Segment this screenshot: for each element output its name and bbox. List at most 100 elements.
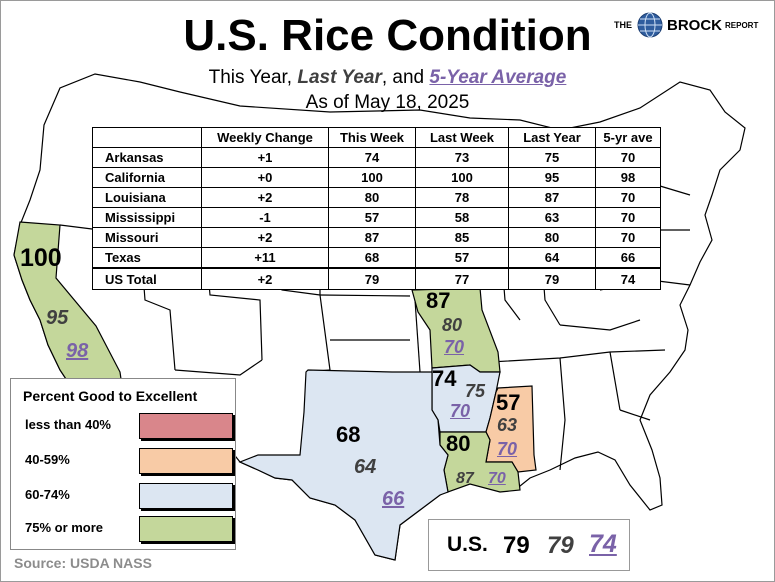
table-cell: 87 (328, 227, 416, 248)
table-cell: +2 (201, 187, 329, 208)
table-row: Mississippi -1 57 58 63 70 (92, 207, 661, 228)
logo-brock: BROCK (667, 16, 722, 34)
texas-avg: 66 (382, 488, 405, 510)
missouri-avg: 70 (444, 337, 465, 357)
table-row: Arkansas +1 74 73 75 70 (92, 147, 661, 168)
table-cell: 95 (508, 167, 596, 188)
table-header: This Week (328, 127, 416, 148)
arkansas-this-year: 74 (432, 366, 457, 391)
louisiana-avg: 70 (488, 470, 506, 487)
source-note: Source: USDA NASS (14, 555, 152, 571)
table-cell: +2 (201, 267, 329, 290)
us-label: U.S. (447, 533, 488, 556)
globe-icon (637, 12, 663, 38)
table-cell: 58 (415, 207, 509, 228)
louisiana-this-year: 80 (446, 431, 471, 456)
table-cell: 74 (328, 147, 416, 168)
logo-report: REPORT (725, 20, 759, 30)
brock-report-logo: THE BROCK REPORT (614, 9, 758, 41)
table-cell: 74 (595, 267, 661, 290)
legend-label: 60-74% (25, 487, 70, 502)
louisiana-last-year: 87 (456, 470, 474, 487)
table-cell: Louisiana (92, 187, 202, 208)
table-cell: +11 (201, 247, 329, 269)
california-this-year: 100 (20, 244, 62, 272)
table-cell: 77 (415, 267, 509, 290)
subtitle-last-year: Last Year (297, 67, 382, 88)
table-cell: 68 (328, 247, 416, 269)
legend-label: 40-59% (25, 452, 70, 467)
table-row: Missouri +2 87 85 80 70 (92, 227, 661, 248)
subtitle-prefix: This Year, (208, 67, 298, 88)
texas-region (238, 369, 449, 561)
table-cell: 57 (328, 207, 416, 228)
table-cell: 63 (508, 207, 596, 228)
table-cell: 79 (508, 267, 596, 290)
legend-swatch-lt40 (139, 413, 233, 439)
table-cell: 73 (415, 147, 509, 168)
condition-table: Weekly Change This Week Last Week Last Y… (92, 127, 661, 290)
table-header: Last Week (415, 127, 509, 148)
legend-title: Percent Good to Excellent (23, 388, 198, 404)
california-last-year: 95 (46, 307, 69, 329)
table-cell: 70 (595, 187, 661, 208)
legend: Percent Good to Excellent less than 40% … (10, 378, 236, 550)
table-cell: 85 (415, 227, 509, 248)
us-summary-box: U.S. 79 79 74 (428, 519, 630, 571)
legend-swatch-40-59 (139, 448, 233, 474)
arkansas-last-year: 75 (465, 381, 486, 401)
table-cell: 98 (595, 167, 661, 188)
arkansas-avg: 70 (450, 401, 471, 421)
table-cell: +0 (201, 167, 329, 188)
table-cell: 70 (595, 227, 661, 248)
table-cell: California (92, 167, 202, 188)
table-header: Last Year (508, 127, 596, 148)
table-header: 5-yr ave (595, 127, 661, 148)
legend-swatch-75plus (139, 516, 233, 542)
us-last-year: 79 (547, 532, 574, 559)
texas-last-year: 64 (354, 456, 377, 478)
table-cell: US Total (92, 267, 202, 290)
texas-this-year: 68 (336, 422, 361, 447)
table-header (92, 127, 202, 148)
table-row: California +0 100 100 95 98 (92, 167, 661, 188)
table-cell: Missouri (92, 227, 202, 248)
mississippi-avg: 70 (497, 439, 518, 459)
table-cell: Arkansas (92, 147, 202, 168)
table-cell: 70 (595, 147, 661, 168)
table-cell: 64 (508, 247, 596, 269)
legend-swatch-60-74 (139, 483, 233, 509)
legend-label: less than 40% (25, 417, 111, 432)
table-cell: 80 (328, 187, 416, 208)
table-header: Weekly Change (201, 127, 329, 148)
table-row: Louisiana +2 80 78 87 70 (92, 187, 661, 208)
table-cell: 87 (508, 187, 596, 208)
mississippi-last-year: 63 (497, 415, 518, 435)
mississippi-this-year: 57 (496, 390, 521, 415)
table-cell: 70 (595, 207, 661, 228)
us-this-year: 79 (503, 532, 530, 559)
table-cell: 79 (328, 267, 416, 290)
subtitle-mid: , and (381, 67, 430, 88)
table-cell: Texas (92, 247, 202, 269)
table-cell: 78 (415, 187, 509, 208)
table-cell: 80 (508, 227, 596, 248)
table-cell: Mississippi (92, 207, 202, 228)
subtitle: This Year, Last Year, and 5-Year Average (0, 66, 775, 90)
date-line: As of May 18, 2025 (305, 92, 470, 113)
table-cell: 66 (595, 247, 661, 269)
table-cell: 100 (328, 167, 416, 188)
subtitle-five-year: 5-Year Average (429, 67, 567, 88)
us-avg: 74 (589, 530, 617, 558)
table-cell: 100 (415, 167, 509, 188)
table-header-row: Weekly Change This Week Last Week Last Y… (92, 127, 661, 148)
page-title: U.S. Rice Condition (183, 11, 592, 60)
table-row: Texas +11 68 57 64 66 (92, 247, 661, 269)
table-cell: +1 (201, 147, 329, 168)
legend-label: 75% or more (25, 520, 104, 535)
missouri-this-year: 87 (426, 288, 451, 313)
table-cell: 75 (508, 147, 596, 168)
california-avg: 98 (66, 340, 89, 362)
table-total-row: US Total +2 79 77 79 74 (92, 267, 661, 290)
table-cell: 57 (415, 247, 509, 269)
